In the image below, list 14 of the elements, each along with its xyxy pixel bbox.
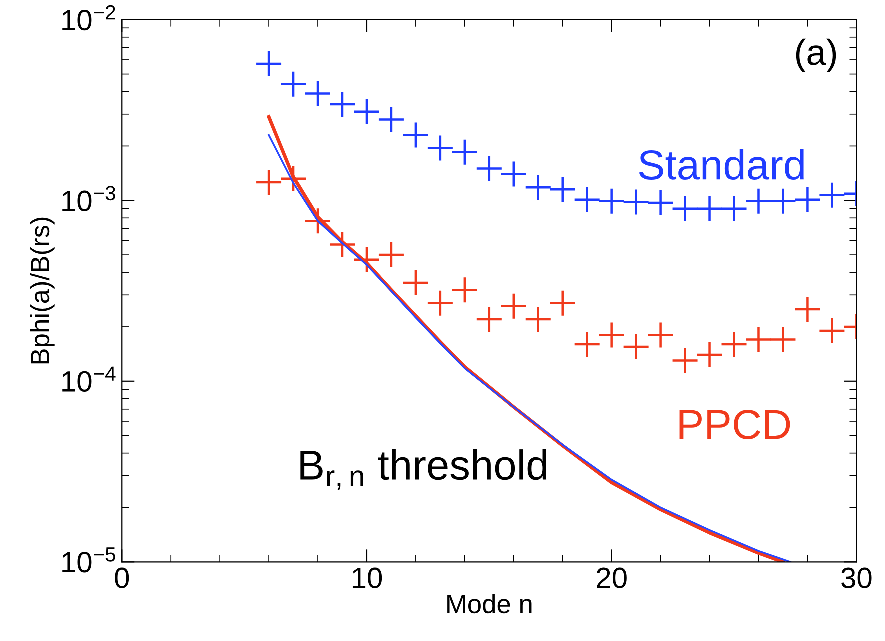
y-tick-label: 10$^{−4}$ bbox=[62, 366, 116, 392]
annotation: B$_{r,n}$ threshold bbox=[300, 450, 547, 490]
x-axis-title: Mode n bbox=[448, 594, 532, 614]
y-tick-label: 10$^{−3}$ bbox=[62, 186, 116, 212]
x-tick-label: 10 bbox=[352, 568, 382, 588]
annotation: (a) bbox=[796, 38, 836, 72]
y-tick-label: 10$^{−5}$ bbox=[62, 548, 116, 573]
y-axis-title: Bphi(a)/B(rs) bbox=[30, 218, 55, 364]
x-tick-label: 0 bbox=[115, 568, 130, 588]
series-label: PPCD bbox=[680, 410, 790, 440]
x-tick-label: 20 bbox=[597, 568, 627, 588]
series-label: Standard bbox=[639, 149, 804, 180]
x-tick-label: 30 bbox=[842, 568, 872, 588]
y-tick-label: 10$^{−2}$ bbox=[62, 5, 116, 31]
